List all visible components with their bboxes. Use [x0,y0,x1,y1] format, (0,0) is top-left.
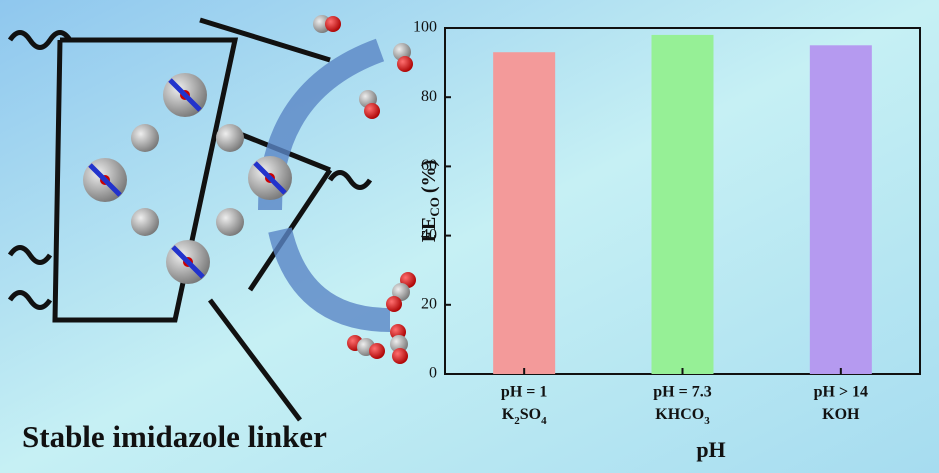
x-tick-label: pH > 14 [814,384,868,401]
y-title-sub: CO [427,197,442,217]
label-part: KHCO [655,406,704,423]
label-part: 3 [704,415,710,427]
label-part: SO [520,406,541,423]
y-axis-title: FECO (%) [418,160,442,242]
x-tick-label: pH = 7.3 [653,384,711,401]
y-tick-label: 40 [421,226,437,243]
y-tick-label: 20 [421,295,437,312]
label-part: KOH [822,406,860,423]
bar [651,34,714,375]
electrolyte-label: KOH [822,406,860,423]
electrolyte-label: KHCO3 [655,406,710,427]
label-part: 2 [514,415,520,427]
label-part: K [502,406,515,423]
co-molecules [313,15,416,364]
y-title-unit: (%) [418,160,440,193]
bar [493,52,556,374]
y-tick-label: 100 [413,19,437,36]
bar [809,45,872,375]
y-tick-label: 80 [421,88,437,105]
y-tick-label: 0 [429,365,437,382]
electrolyte-label: K2SO4 [502,406,547,427]
framework [83,73,292,284]
x-tick-label: pH = 1 [501,384,547,401]
label-part: 4 [541,415,547,427]
caption: Stable imidazole linker [22,419,327,454]
y-title-main: FE [418,217,440,243]
x-axis-title: pH [696,437,725,462]
y-tick-label: 60 [421,157,437,174]
